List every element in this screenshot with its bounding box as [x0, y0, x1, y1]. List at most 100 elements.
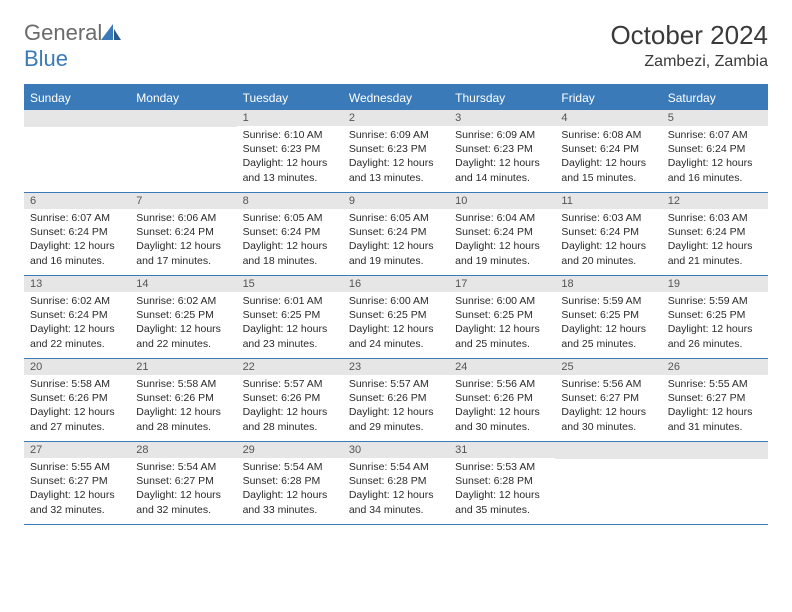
day-cell: 12Sunrise: 6:03 AMSunset: 6:24 PMDayligh…	[662, 193, 768, 275]
day-cell: 28Sunrise: 5:54 AMSunset: 6:27 PMDayligh…	[130, 442, 236, 524]
day-info: Sunrise: 6:08 AMSunset: 6:24 PMDaylight:…	[555, 126, 661, 189]
weekday-header: Saturday	[662, 86, 768, 110]
day-cell: 16Sunrise: 6:00 AMSunset: 6:25 PMDayligh…	[343, 276, 449, 358]
day-info: Sunrise: 5:59 AMSunset: 6:25 PMDaylight:…	[555, 292, 661, 355]
day-number	[555, 442, 661, 459]
day-cell: 9Sunrise: 6:05 AMSunset: 6:24 PMDaylight…	[343, 193, 449, 275]
day-number: 2	[343, 110, 449, 126]
header: GeneralBlue October 2024 Zambezi, Zambia	[24, 20, 768, 72]
week-row: 20Sunrise: 5:58 AMSunset: 6:26 PMDayligh…	[24, 359, 768, 442]
day-cell: 1Sunrise: 6:10 AMSunset: 6:23 PMDaylight…	[237, 110, 343, 192]
day-number: 26	[662, 359, 768, 375]
day-info: Sunrise: 5:57 AMSunset: 6:26 PMDaylight:…	[343, 375, 449, 438]
day-number: 15	[237, 276, 343, 292]
day-number: 24	[449, 359, 555, 375]
day-cell: 13Sunrise: 6:02 AMSunset: 6:24 PMDayligh…	[24, 276, 130, 358]
day-cell: 5Sunrise: 6:07 AMSunset: 6:24 PMDaylight…	[662, 110, 768, 192]
week-row: 1Sunrise: 6:10 AMSunset: 6:23 PMDaylight…	[24, 110, 768, 193]
title-block: October 2024 Zambezi, Zambia	[610, 20, 768, 71]
day-cell: 14Sunrise: 6:02 AMSunset: 6:25 PMDayligh…	[130, 276, 236, 358]
day-cell: 15Sunrise: 6:01 AMSunset: 6:25 PMDayligh…	[237, 276, 343, 358]
weekday-header: Friday	[555, 86, 661, 110]
day-number: 4	[555, 110, 661, 126]
day-cell: 3Sunrise: 6:09 AMSunset: 6:23 PMDaylight…	[449, 110, 555, 192]
logo-part1: General	[24, 20, 102, 45]
day-number: 11	[555, 193, 661, 209]
month-title: October 2024	[610, 20, 768, 51]
day-number: 23	[343, 359, 449, 375]
day-info: Sunrise: 6:00 AMSunset: 6:25 PMDaylight:…	[343, 292, 449, 355]
logo-text: GeneralBlue	[24, 20, 122, 72]
day-cell: 7Sunrise: 6:06 AMSunset: 6:24 PMDaylight…	[130, 193, 236, 275]
day-number: 18	[555, 276, 661, 292]
weekday-header-row: SundayMondayTuesdayWednesdayThursdayFrid…	[24, 86, 768, 110]
day-cell: 25Sunrise: 5:56 AMSunset: 6:27 PMDayligh…	[555, 359, 661, 441]
day-info: Sunrise: 5:58 AMSunset: 6:26 PMDaylight:…	[130, 375, 236, 438]
weekday-header: Monday	[130, 86, 236, 110]
day-cell: 31Sunrise: 5:53 AMSunset: 6:28 PMDayligh…	[449, 442, 555, 524]
week-row: 27Sunrise: 5:55 AMSunset: 6:27 PMDayligh…	[24, 442, 768, 525]
week-row: 13Sunrise: 6:02 AMSunset: 6:24 PMDayligh…	[24, 276, 768, 359]
calendar-grid: SundayMondayTuesdayWednesdayThursdayFrid…	[24, 84, 768, 525]
day-number: 7	[130, 193, 236, 209]
location: Zambezi, Zambia	[610, 53, 768, 71]
day-info: Sunrise: 6:05 AMSunset: 6:24 PMDaylight:…	[343, 209, 449, 272]
day-cell: 22Sunrise: 5:57 AMSunset: 6:26 PMDayligh…	[237, 359, 343, 441]
day-info: Sunrise: 6:03 AMSunset: 6:24 PMDaylight:…	[662, 209, 768, 272]
day-cell: 23Sunrise: 5:57 AMSunset: 6:26 PMDayligh…	[343, 359, 449, 441]
day-number: 29	[237, 442, 343, 458]
day-number: 19	[662, 276, 768, 292]
day-number	[130, 110, 236, 127]
day-cell: 10Sunrise: 6:04 AMSunset: 6:24 PMDayligh…	[449, 193, 555, 275]
day-info	[130, 127, 236, 187]
day-cell: 18Sunrise: 5:59 AMSunset: 6:25 PMDayligh…	[555, 276, 661, 358]
day-cell: 24Sunrise: 5:56 AMSunset: 6:26 PMDayligh…	[449, 359, 555, 441]
day-info	[24, 127, 130, 187]
day-info: Sunrise: 6:07 AMSunset: 6:24 PMDaylight:…	[24, 209, 130, 272]
day-number: 25	[555, 359, 661, 375]
day-cell: 21Sunrise: 5:58 AMSunset: 6:26 PMDayligh…	[130, 359, 236, 441]
weekday-header: Tuesday	[237, 86, 343, 110]
day-cell: 20Sunrise: 5:58 AMSunset: 6:26 PMDayligh…	[24, 359, 130, 441]
day-number: 30	[343, 442, 449, 458]
logo: GeneralBlue	[24, 20, 122, 72]
day-cell: 11Sunrise: 6:03 AMSunset: 6:24 PMDayligh…	[555, 193, 661, 275]
week-row: 6Sunrise: 6:07 AMSunset: 6:24 PMDaylight…	[24, 193, 768, 276]
day-number: 20	[24, 359, 130, 375]
day-info: Sunrise: 5:55 AMSunset: 6:27 PMDaylight:…	[662, 375, 768, 438]
day-cell: 4Sunrise: 6:08 AMSunset: 6:24 PMDaylight…	[555, 110, 661, 192]
day-number: 27	[24, 442, 130, 458]
day-info: Sunrise: 6:00 AMSunset: 6:25 PMDaylight:…	[449, 292, 555, 355]
weekday-header: Sunday	[24, 86, 130, 110]
day-number: 17	[449, 276, 555, 292]
day-info: Sunrise: 6:01 AMSunset: 6:25 PMDaylight:…	[237, 292, 343, 355]
calendar-page: GeneralBlue October 2024 Zambezi, Zambia…	[0, 0, 792, 545]
day-info: Sunrise: 5:57 AMSunset: 6:26 PMDaylight:…	[237, 375, 343, 438]
day-info: Sunrise: 6:07 AMSunset: 6:24 PMDaylight:…	[662, 126, 768, 189]
day-info: Sunrise: 5:55 AMSunset: 6:27 PMDaylight:…	[24, 458, 130, 521]
day-number: 12	[662, 193, 768, 209]
day-info: Sunrise: 6:03 AMSunset: 6:24 PMDaylight:…	[555, 209, 661, 272]
empty-cell	[130, 110, 236, 192]
day-info: Sunrise: 6:02 AMSunset: 6:25 PMDaylight:…	[130, 292, 236, 355]
day-number: 8	[237, 193, 343, 209]
day-cell: 19Sunrise: 5:59 AMSunset: 6:25 PMDayligh…	[662, 276, 768, 358]
logo-part2: Blue	[24, 46, 68, 71]
day-cell: 2Sunrise: 6:09 AMSunset: 6:23 PMDaylight…	[343, 110, 449, 192]
day-info: Sunrise: 6:06 AMSunset: 6:24 PMDaylight:…	[130, 209, 236, 272]
day-info: Sunrise: 6:09 AMSunset: 6:23 PMDaylight:…	[343, 126, 449, 189]
day-cell: 30Sunrise: 5:54 AMSunset: 6:28 PMDayligh…	[343, 442, 449, 524]
day-info: Sunrise: 6:05 AMSunset: 6:24 PMDaylight:…	[237, 209, 343, 272]
weekday-header: Thursday	[449, 86, 555, 110]
day-number: 10	[449, 193, 555, 209]
day-number: 14	[130, 276, 236, 292]
day-number: 5	[662, 110, 768, 126]
day-info: Sunrise: 5:54 AMSunset: 6:27 PMDaylight:…	[130, 458, 236, 521]
day-cell: 17Sunrise: 6:00 AMSunset: 6:25 PMDayligh…	[449, 276, 555, 358]
day-info: Sunrise: 6:10 AMSunset: 6:23 PMDaylight:…	[237, 126, 343, 189]
day-info: Sunrise: 5:59 AMSunset: 6:25 PMDaylight:…	[662, 292, 768, 355]
day-cell: 8Sunrise: 6:05 AMSunset: 6:24 PMDaylight…	[237, 193, 343, 275]
day-info	[662, 459, 768, 519]
day-number: 16	[343, 276, 449, 292]
day-info: Sunrise: 6:04 AMSunset: 6:24 PMDaylight:…	[449, 209, 555, 272]
